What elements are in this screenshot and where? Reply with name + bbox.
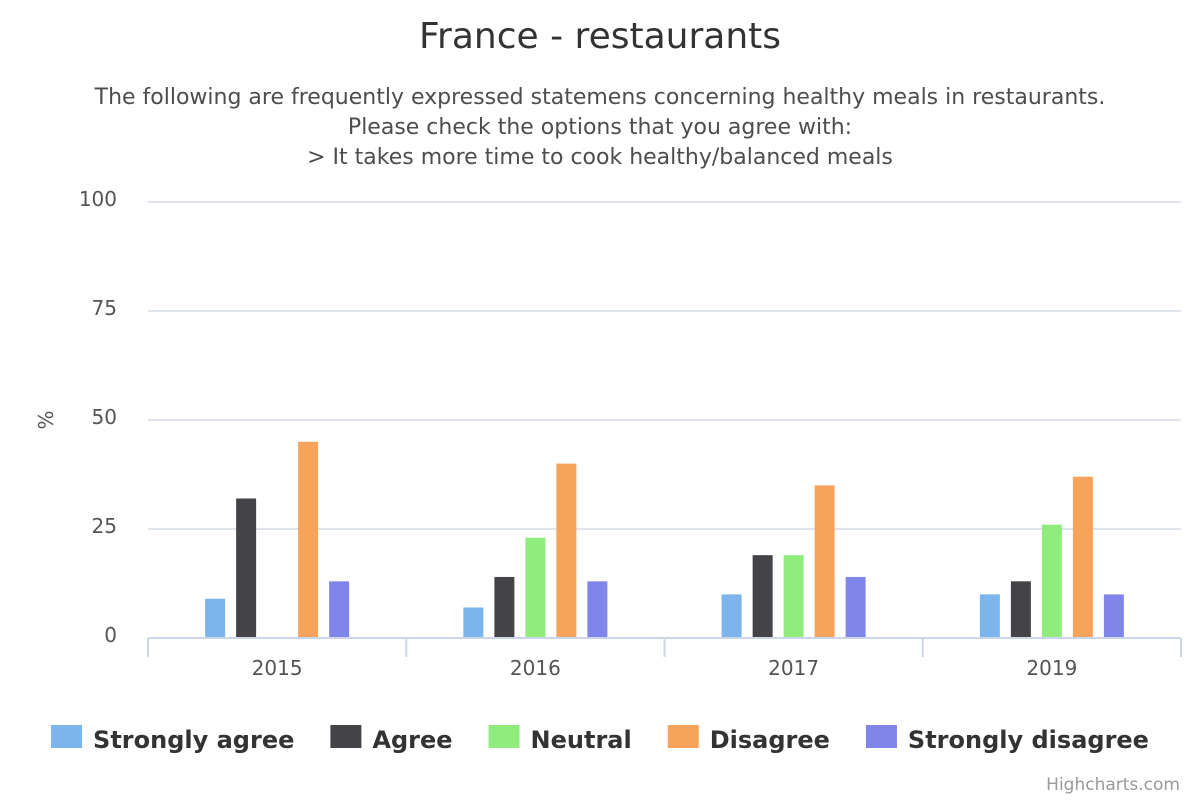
bar-neutral-2016[interactable] — [525, 537, 546, 638]
y-tick-label: 50 — [92, 405, 117, 429]
bar-agree-2016[interactable] — [494, 576, 515, 638]
legend-label: Neutral — [531, 726, 632, 754]
bar-agree-2019[interactable] — [1010, 581, 1031, 638]
legend-swatch — [488, 725, 520, 748]
bar-neutral-2017[interactable] — [783, 555, 804, 638]
legend-label: Strongly disagree — [908, 726, 1149, 754]
x-axis: 2015 2016 2017 2019 — [147, 637, 1182, 680]
bar-disagree-2017[interactable] — [814, 485, 835, 638]
bar-disagree-2016[interactable] — [556, 463, 577, 638]
chart-title: France - restaurants — [419, 16, 781, 57]
legend-item-strongly-agree[interactable]: Strongly agree — [51, 725, 294, 754]
legend-item-neutral[interactable]: Neutral — [488, 725, 632, 754]
legend-label: Agree — [372, 726, 452, 754]
y-tick-label: 25 — [92, 514, 117, 538]
bar-strongly-disagree-2019[interactable] — [1103, 594, 1124, 638]
bar-disagree-2019[interactable] — [1072, 476, 1093, 638]
legend-swatch — [865, 725, 897, 748]
legend-label: Strongly agree — [93, 726, 294, 754]
bar-agree-2015[interactable] — [236, 498, 257, 638]
bar-strongly-agree-2016[interactable] — [463, 607, 484, 638]
x-tick-label: 2015 — [252, 656, 303, 680]
chart-subtitle-line-3: > It takes more time to cook healthy/bal… — [307, 145, 893, 170]
bar-strongly-agree-2019[interactable] — [979, 594, 1000, 638]
credits-link[interactable]: Highcharts.com — [1046, 775, 1180, 795]
bar-strongly-disagree-2016[interactable] — [587, 581, 608, 638]
legend[interactable]: Strongly agree Agree Neutral Disagree Strong… — [51, 725, 1149, 754]
bar-agree-2017[interactable] — [752, 555, 773, 638]
chart-subtitle-line-2: Please check the options that you agree … — [348, 115, 852, 140]
x-tick-label: 2017 — [768, 656, 819, 680]
x-tick-label: 2019 — [1026, 656, 1077, 680]
legend-swatch — [667, 725, 699, 748]
legend-item-strongly-disagree[interactable]: Strongly disagree — [865, 725, 1149, 754]
y-grid — [148, 201, 1181, 530]
y-tick-label: 0 — [104, 623, 117, 647]
y-axis-title: % — [34, 410, 58, 429]
bar-strongly-disagree-2015[interactable] — [329, 581, 350, 638]
legend-swatch — [51, 725, 83, 748]
x-tick-label: 2016 — [510, 656, 561, 680]
bar-strongly-disagree-2017[interactable] — [845, 576, 866, 638]
chart-subtitle-line-1: The following are frequently expressed s… — [94, 85, 1106, 110]
bar-strongly-agree-2017[interactable] — [721, 594, 742, 638]
bar-neutral-2019[interactable] — [1041, 524, 1062, 638]
bar-strongly-agree-2015[interactable] — [205, 598, 226, 638]
y-tick-label: 100 — [79, 187, 117, 211]
y-tick-label: 75 — [92, 296, 117, 320]
legend-label: Disagree — [710, 726, 830, 754]
bars — [205, 441, 1124, 638]
legend-swatch — [330, 725, 362, 748]
y-axis-ticks: 0 25 50 75 100 — [79, 187, 117, 647]
bar-disagree-2015[interactable] — [298, 441, 319, 638]
legend-item-disagree[interactable]: Disagree — [667, 725, 830, 754]
legend-item-agree[interactable]: Agree — [330, 725, 453, 754]
